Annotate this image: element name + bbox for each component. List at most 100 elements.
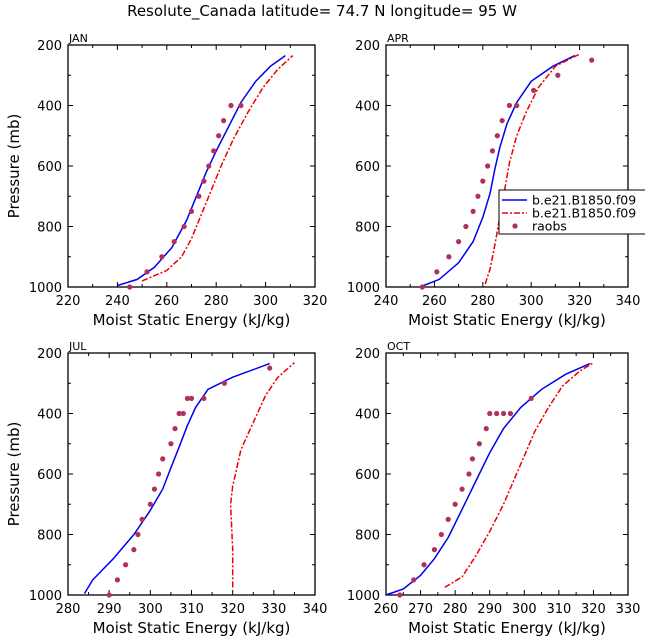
raobs-point bbox=[555, 72, 561, 78]
legend-label: raobs bbox=[532, 219, 567, 234]
y-tick-label: 200 bbox=[37, 347, 62, 362]
y-axis-label: Pressure (mb) bbox=[5, 114, 23, 219]
series-line-dashed bbox=[141, 55, 294, 282]
y-tick-label: 600 bbox=[37, 468, 62, 483]
y-tick-label: 200 bbox=[355, 39, 380, 54]
plot-frame bbox=[67, 44, 316, 288]
y-tick-label: 400 bbox=[37, 100, 62, 115]
raobs-point bbox=[216, 133, 222, 139]
raobs-point bbox=[459, 486, 465, 492]
y-tick-label: 600 bbox=[355, 468, 380, 483]
series-line-solid bbox=[83, 362, 270, 594]
raobs-point bbox=[181, 223, 187, 230]
raobs-point bbox=[431, 547, 437, 553]
raobs-point bbox=[221, 380, 228, 386]
x-tick-label: 300 bbox=[138, 602, 163, 617]
raobs-point bbox=[168, 441, 174, 447]
x-tick-label: 330 bbox=[261, 602, 286, 617]
x-tick-label: 320 bbox=[303, 294, 328, 309]
raobs-point bbox=[463, 223, 469, 230]
panel-jan: JAN 220 240 260 280 300 320 200 400 600 800 1000 Moi… bbox=[5, 32, 327, 329]
legend-box bbox=[498, 189, 645, 235]
panel-jul: JUL 280 290 300 310 320 330 340 200 400 600 800 1000… bbox=[5, 340, 327, 637]
raobs-point bbox=[494, 133, 500, 139]
raobs-point bbox=[456, 239, 462, 245]
raobs-point bbox=[589, 57, 595, 63]
x-tick-label: 280 bbox=[443, 602, 468, 617]
x-tick-label: 260 bbox=[422, 294, 447, 309]
raobs-point bbox=[171, 239, 177, 245]
x-tick-label: 330 bbox=[616, 602, 641, 617]
x-tick-label: 320 bbox=[220, 602, 245, 617]
raobs-point bbox=[483, 426, 489, 432]
raobs-point bbox=[172, 426, 178, 432]
raobs-point bbox=[475, 193, 481, 199]
y-tick-label: 400 bbox=[355, 408, 380, 423]
raobs-point bbox=[397, 592, 403, 598]
raobs-point bbox=[452, 501, 458, 507]
plot-frame bbox=[385, 352, 629, 596]
x-axis-label: Moist Static Energy (kJ/kg) bbox=[93, 619, 291, 637]
raobs-point bbox=[419, 284, 425, 290]
x-tick-label: 280 bbox=[204, 294, 229, 309]
raobs-point bbox=[123, 562, 129, 568]
y-tick-label: 400 bbox=[355, 100, 380, 115]
x-axis-label: Moist Static Energy (kJ/kg) bbox=[408, 311, 606, 329]
raobs-point bbox=[180, 410, 186, 417]
legend-label: b.e21.B1850.f09 bbox=[532, 206, 636, 221]
plot-frame bbox=[385, 44, 629, 288]
raobs-point bbox=[480, 178, 486, 184]
raobs-point bbox=[489, 148, 496, 154]
raobs-point bbox=[470, 208, 476, 214]
raobs-point bbox=[514, 102, 520, 109]
raobs-point bbox=[211, 148, 217, 154]
x-tick-label: 320 bbox=[567, 294, 592, 309]
x-tick-label: 260 bbox=[154, 294, 179, 309]
x-axis-label: Moist Static Energy (kJ/kg) bbox=[408, 619, 606, 637]
x-tick-label: 280 bbox=[470, 294, 495, 309]
raobs-point bbox=[151, 486, 158, 492]
y-tick-label: 200 bbox=[37, 39, 62, 54]
x-axis-label: Moist Static Energy (kJ/kg) bbox=[93, 311, 291, 329]
x-tick-label: 300 bbox=[512, 602, 537, 617]
y-tick-label: 400 bbox=[37, 408, 62, 423]
raobs-point bbox=[466, 471, 472, 477]
raobs-point bbox=[135, 531, 141, 538]
x-tick-label: 270 bbox=[408, 602, 433, 617]
y-tick-label: 1000 bbox=[347, 281, 380, 296]
x-tick-label: 280 bbox=[56, 602, 81, 617]
panel-label: APR bbox=[387, 32, 409, 45]
raobs-point bbox=[176, 410, 182, 417]
raobs-point bbox=[221, 118, 227, 124]
raobs-point bbox=[238, 102, 244, 109]
series-line-solid bbox=[385, 362, 591, 596]
raobs-point bbox=[155, 471, 162, 477]
raobs-point bbox=[445, 516, 451, 522]
figure-title: Resolute_Canada latitude= 74.7 N longitu… bbox=[127, 2, 517, 21]
y-tick-label: 600 bbox=[37, 160, 62, 175]
y-tick-label: 800 bbox=[37, 221, 62, 236]
raobs-point bbox=[506, 102, 513, 109]
raobs-point bbox=[411, 577, 417, 583]
raobs-point bbox=[528, 395, 534, 401]
x-tick-label: 300 bbox=[253, 294, 278, 309]
legend-label: b.e21.B1850.f09 bbox=[532, 193, 636, 208]
y-tick-label: 800 bbox=[355, 529, 380, 544]
raobs-point bbox=[507, 410, 514, 417]
plot-frame bbox=[67, 352, 316, 596]
raobs-point bbox=[487, 410, 493, 417]
x-tick-label: 240 bbox=[105, 294, 130, 309]
raobs-point bbox=[228, 102, 234, 109]
x-tick-label: 310 bbox=[546, 602, 571, 617]
x-tick-label: 290 bbox=[97, 602, 122, 617]
y-tick-label: 1000 bbox=[29, 589, 62, 604]
y-tick-label: 1000 bbox=[29, 281, 62, 296]
raobs-point bbox=[160, 456, 166, 462]
panel-label: JAN bbox=[68, 32, 88, 45]
x-tick-label: 260 bbox=[374, 602, 399, 617]
y-tick-label: 1000 bbox=[347, 589, 380, 604]
raobs-point bbox=[159, 254, 165, 260]
x-tick-label: 320 bbox=[581, 602, 606, 617]
raobs-point bbox=[494, 410, 500, 417]
